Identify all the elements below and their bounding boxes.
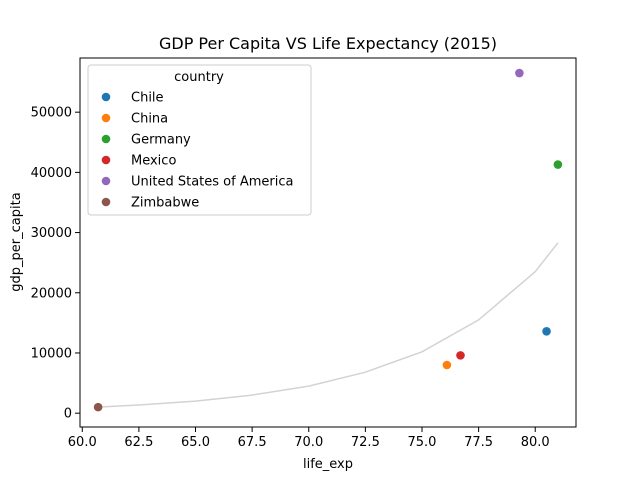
y-tick-label: 40000: [31, 166, 72, 181]
legend-marker-zimbabwe: [101, 197, 111, 207]
chart-title: GDP Per Capita VS Life Expectancy (2015): [159, 34, 497, 53]
legend-title: country: [174, 70, 224, 85]
legend-marker-germany: [101, 134, 111, 144]
trend-line: [98, 242, 559, 408]
legend-marker-china: [101, 113, 111, 123]
legend-label: United States of America: [131, 175, 293, 190]
y-axis-label: gdp_per_capita: [9, 192, 24, 291]
legend-marker-chile: [101, 92, 111, 102]
x-tick-label: 60.0: [68, 435, 97, 450]
legend-label: Zimbabwe: [131, 196, 199, 211]
x-tick-label: 62.5: [124, 435, 153, 450]
data-point-china: [442, 360, 452, 370]
trend-layer: [98, 242, 559, 408]
plot-frame: [79, 57, 577, 428]
legend-box: [87, 64, 312, 216]
y-tick-label: 20000: [31, 286, 72, 301]
y-tick-label: 0: [64, 407, 72, 422]
legend-label: Mexico: [131, 154, 176, 169]
x-tick-label: 77.5: [464, 435, 493, 450]
legend-marker-mexico: [101, 155, 111, 165]
x-tick-label: 80.0: [521, 435, 550, 450]
x-tick-label: 75.0: [408, 435, 437, 450]
x-tick-label: 67.5: [238, 435, 267, 450]
x-tick-label: 70.0: [294, 435, 323, 450]
data-point-germany: [553, 160, 563, 169]
legend-marker-united-states-of-america: [101, 176, 111, 186]
legend-label: China: [131, 112, 168, 127]
x-axis-label: life_exp: [303, 457, 353, 472]
y-tick-label: 50000: [31, 106, 72, 121]
points-layer: [93, 68, 563, 412]
data-point-united-states-of-america: [515, 68, 524, 78]
y-tick-label: 30000: [31, 226, 72, 241]
y-tick-label: 10000: [31, 346, 72, 361]
legend-label: Chile: [131, 91, 164, 106]
axes-layer: 60.0 62.5 65.0 67.5 70.0 72.5 75.0 77.5 80.0 0 100…: [31, 57, 577, 450]
x-tick-label: 72.5: [351, 435, 380, 450]
data-point-mexico: [456, 351, 465, 360]
legend: country Chile China Germany Mexico United Sta…: [87, 64, 312, 216]
legend-label: Germany: [131, 133, 191, 148]
data-point-chile: [542, 326, 551, 336]
data-point-zimbabwe: [93, 402, 103, 412]
x-tick-label: 65.0: [181, 435, 210, 450]
